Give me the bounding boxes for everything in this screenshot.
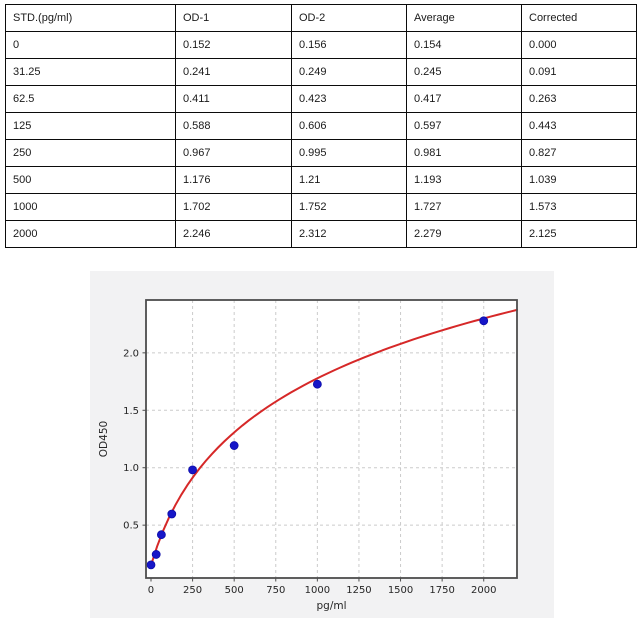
- table-cell: 2.125: [521, 220, 637, 248]
- table-row: 500 1.176 1.21 1.193 1.039: [5, 166, 637, 194]
- table-cell: 0.152: [175, 31, 292, 59]
- standard-curve-figure: 0 250 500 750 1000 1250 1500 1750 2000 0.5 1.0 1.5 2…: [90, 271, 554, 618]
- table-cell: 0.443: [521, 112, 637, 140]
- table-cell: 0.156: [291, 31, 407, 59]
- column-header: Corrected: [521, 4, 637, 32]
- x-tick-label: 2000: [471, 585, 496, 596]
- table-cell: 0.241: [175, 58, 292, 86]
- plot-area: [146, 300, 517, 578]
- table-cell: 0.154: [406, 31, 522, 59]
- table-cell: 62.5: [5, 85, 176, 113]
- table-cell: 2.246: [175, 220, 292, 248]
- data-point: [188, 465, 197, 475]
- table-cell: 500: [5, 166, 176, 194]
- table-cell: 1000: [5, 193, 176, 221]
- table-cell: 0.606: [291, 112, 407, 140]
- table-row: 0 0.152 0.156 0.154 0.000: [5, 31, 637, 59]
- x-tick-label: 750: [266, 585, 285, 596]
- table-cell: 0.417: [406, 85, 522, 113]
- axes-spines: [145, 299, 518, 579]
- table-cell: 2.312: [291, 220, 407, 248]
- table-cell: 0.967: [175, 139, 292, 167]
- x-tick-label: 0: [148, 585, 154, 596]
- data-point: [151, 550, 161, 559]
- y-tick-label: 2.0: [123, 348, 139, 359]
- table-cell: 1.573: [521, 193, 637, 221]
- table-cell: 1.039: [521, 166, 637, 194]
- table-cell: 31.25: [5, 58, 176, 86]
- table-cell: 2000: [5, 220, 176, 248]
- standard-data-table: STD.(pg/ml) OD-1 OD-2 Average Corrected 0 0.1…: [5, 4, 637, 248]
- table-row: 1000 1.702 1.752 1.727 1.573: [5, 193, 637, 221]
- standard-curve-chart: 0 250 500 750 1000 1250 1500 1750 2000 0.5 1.0 1.5 2…: [98, 299, 518, 612]
- table-row: 250 0.967 0.995 0.981 0.827: [5, 139, 637, 167]
- column-header: OD-1: [175, 4, 292, 32]
- y-axis-label: OD450: [98, 421, 110, 457]
- data-point: [312, 379, 322, 389]
- x-axis-label: pg/ml: [316, 600, 346, 612]
- table-cell: 0.827: [521, 139, 637, 167]
- x-tick-label: 1750: [429, 585, 454, 596]
- table-body: 0 0.152 0.156 0.154 0.000 31.25 0.241 0.249 0.24…: [5, 31, 637, 248]
- x-tick-label: 1000: [305, 585, 330, 596]
- y-tick-label: 1.5: [123, 406, 139, 417]
- table-cell: 0.091: [521, 58, 637, 86]
- table-cell: 0.000: [521, 31, 637, 59]
- column-header: OD-2: [291, 4, 407, 32]
- table-cell: 0.263: [521, 85, 637, 113]
- data-point: [479, 316, 489, 326]
- table-cell: 250: [5, 139, 176, 167]
- table-header-row: STD.(pg/ml) OD-1 OD-2 Average Corrected: [5, 4, 637, 32]
- column-header: Average: [406, 4, 522, 32]
- table-cell: 1.21: [291, 166, 407, 194]
- table-cell: 0: [5, 31, 176, 59]
- data-point: [229, 441, 239, 450]
- table-cell: 1.193: [406, 166, 522, 194]
- column-header: STD.(pg/ml): [5, 4, 176, 32]
- x-tick-label: 1250: [346, 585, 371, 596]
- table-cell: 0.588: [175, 112, 292, 140]
- table-row: 2000 2.246 2.312 2.279 2.125: [5, 220, 637, 248]
- table-cell: 0.597: [406, 112, 522, 140]
- y-tick-label: 1.0: [123, 463, 139, 474]
- table-cell: 0.245: [406, 58, 522, 86]
- table-cell: 1.702: [175, 193, 292, 221]
- table-row: 62.5 0.411 0.423 0.417 0.263: [5, 85, 637, 113]
- table-cell: 0.995: [291, 139, 407, 167]
- data-point: [167, 509, 177, 519]
- table-header: STD.(pg/ml) OD-1 OD-2 Average Corrected: [5, 4, 637, 32]
- table-row: 125 0.588 0.606 0.597 0.443: [5, 112, 637, 140]
- x-tick-label: 500: [225, 585, 244, 596]
- table-cell: 1.176: [175, 166, 292, 194]
- data-point: [156, 530, 166, 540]
- table-cell: 0.423: [291, 85, 407, 113]
- x-tick-label: 1500: [388, 585, 413, 596]
- table-cell: 1.752: [291, 193, 407, 221]
- table-cell: 125: [5, 112, 176, 140]
- data-point: [146, 560, 156, 570]
- table-cell: 0.411: [175, 85, 292, 113]
- table-row: 31.25 0.241 0.249 0.245 0.091: [5, 58, 637, 86]
- fit-curve: [149, 308, 518, 567]
- table-cell: 2.279: [406, 220, 522, 248]
- table-cell: 0.249: [291, 58, 407, 86]
- y-tick-label: 0.5: [123, 521, 139, 532]
- x-tick-label: 250: [183, 585, 202, 596]
- table-cell: 0.981: [406, 139, 522, 167]
- table-cell: 1.727: [406, 193, 522, 221]
